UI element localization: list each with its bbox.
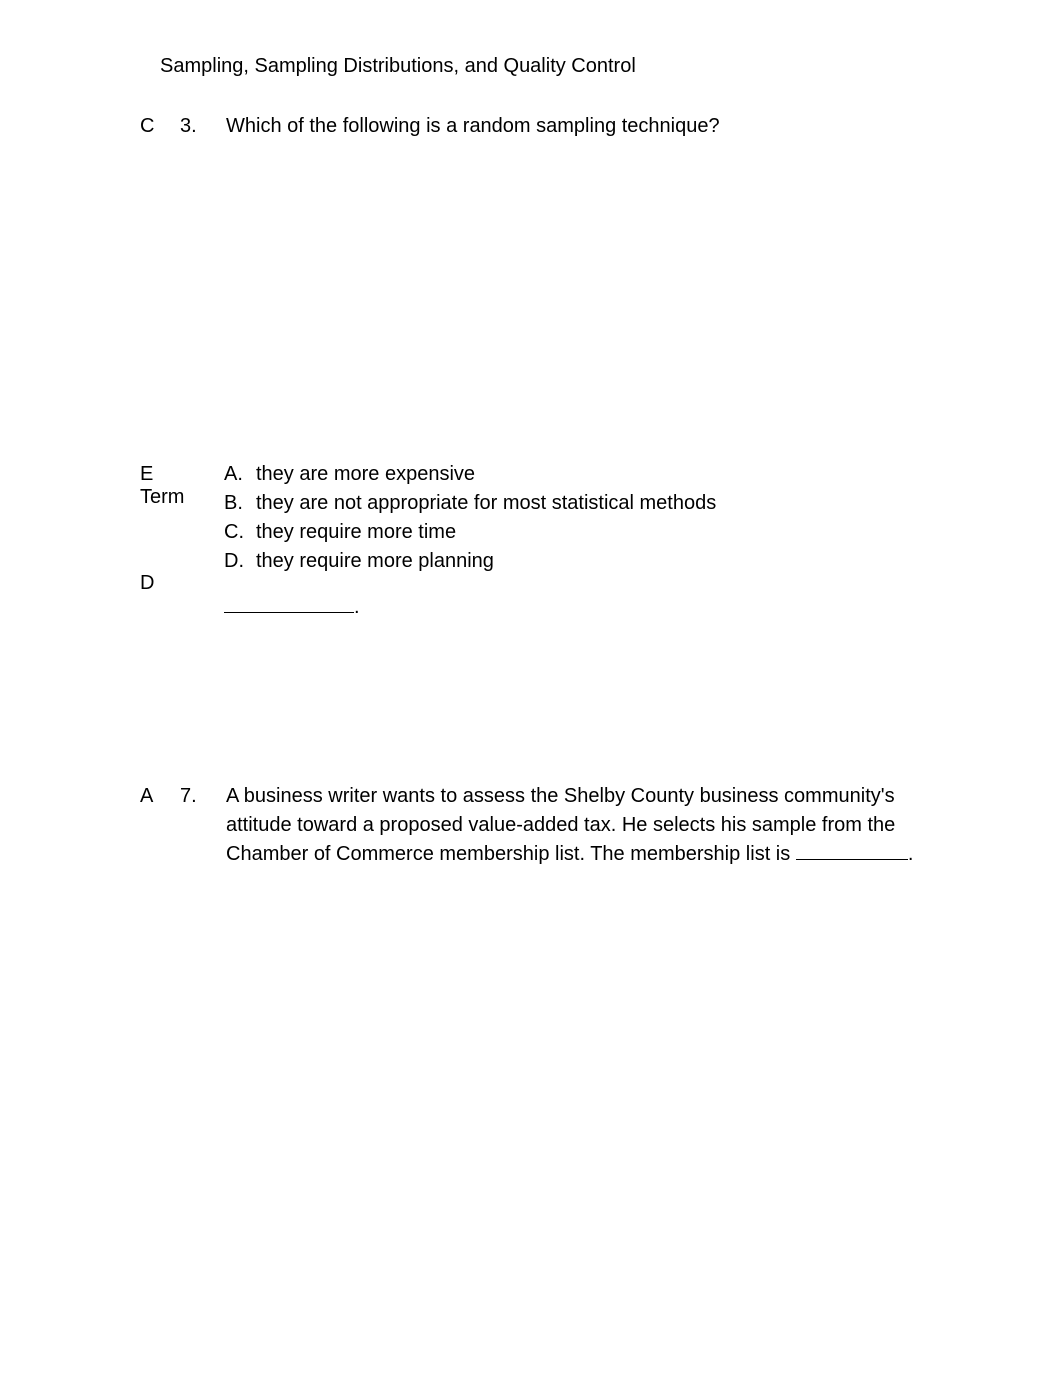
q6-blank [224, 612, 354, 613]
q3-answer-key: C [140, 112, 180, 141]
q5-option-c-label: C. [224, 518, 256, 547]
q5-option-a-text: they are more expensive [256, 460, 475, 489]
q5-option-b-label: B. [224, 489, 256, 518]
q5-term: Term [140, 483, 216, 512]
page-header: Sampling, Sampling Distributions, and Qu… [160, 55, 636, 78]
q3-text: Which of the following is a random sampl… [226, 112, 962, 141]
question-3-row: C 3. Which of the following is a random … [140, 112, 962, 141]
q5-options: A. they are more expensive B. they are n… [224, 460, 962, 576]
q5-option-b: B. they are not appropriate for most sta… [224, 489, 962, 518]
q6-blank-period: . [354, 596, 360, 618]
question-7-row: A 7. A business writer wants to assess t… [140, 782, 962, 869]
q7-text: A business writer wants to assess the Sh… [226, 782, 962, 869]
q6-answer-key: D [140, 569, 180, 598]
q7-text-after: . [908, 843, 914, 865]
q6-blank-line: . [224, 596, 360, 619]
q7-blank [796, 859, 908, 860]
q5-option-b-text: they are not appropriate for most statis… [256, 489, 716, 518]
q5-option-c-text: they require more time [256, 518, 456, 547]
q7-answer-key: A [140, 782, 180, 869]
q7-text-before: A business writer wants to assess the Sh… [226, 785, 895, 865]
q5-option-a-label: A. [224, 460, 256, 489]
q3-number: 3. [180, 112, 226, 141]
question-6-row: D [140, 569, 962, 598]
q5-option-c: C. they require more time [224, 518, 962, 547]
q7-number: 7. [180, 782, 226, 869]
q5-option-a: A. they are more expensive [224, 460, 962, 489]
